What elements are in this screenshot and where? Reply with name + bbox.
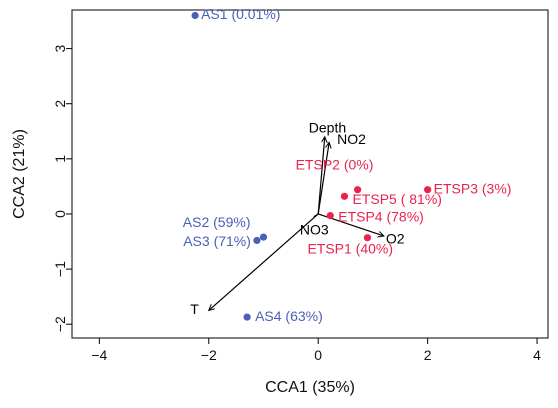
x-axis-title: CCA1 (35%) [265, 379, 355, 396]
x-tick-label: −4 [91, 347, 107, 363]
x-tick-label: −2 [201, 347, 217, 363]
point-label-as3: AS3 (71%) [183, 233, 251, 249]
y-tick-label: 1 [52, 155, 68, 163]
vector-t-arrow [209, 213, 319, 310]
point-etsp3 [424, 186, 432, 194]
point-label-etsp2: ETSP2 (0%) [296, 156, 374, 172]
vector-no2-label: NO2 [337, 131, 366, 147]
vector-no3-label: NO3 [300, 221, 329, 237]
x-tick-label: 2 [424, 347, 432, 363]
y-tick-label: 2 [52, 100, 68, 108]
y-tick-label: 0 [52, 210, 68, 218]
point-label-etsp5: ETSP5 ( 81%) [352, 191, 441, 207]
y-tick-label: 3 [52, 44, 68, 52]
point-etsp5 [340, 192, 349, 200]
vector-t-label: T [190, 301, 199, 317]
x-tick-label: 4 [533, 347, 541, 363]
y-tick-label: −2 [52, 316, 68, 332]
vector-depth-label: Depth [309, 119, 346, 135]
point-as4 [243, 313, 251, 321]
point-label-as4: AS4 (63%) [255, 308, 323, 324]
point-label-etsp4: ETSP4 (78%) [338, 208, 424, 224]
point-label-as1: AS1 (0.01%) [201, 6, 280, 22]
point-etsp2 [354, 186, 362, 194]
point-label-as2: AS2 (59%) [183, 214, 251, 230]
y-axis-title: CCA2 (21%) [11, 129, 28, 219]
point-label-etsp1: ETSP1 (40%) [307, 240, 393, 256]
vector-depth-arrow [317, 137, 325, 215]
point-as1 [191, 11, 199, 20]
point-label-etsp3: ETSP3 (3%) [434, 180, 512, 196]
y-tick-label: −1 [52, 261, 68, 277]
point-as3 [253, 236, 261, 245]
vector-no2-arrow [317, 142, 329, 215]
point-etsp4 [326, 212, 334, 220]
vector-o2-label: O2 [386, 231, 405, 247]
plot-frame [71, 9, 549, 339]
point-as2 [259, 233, 268, 241]
x-tick-label: 0 [314, 347, 322, 363]
point-etsp1 [363, 234, 372, 242]
